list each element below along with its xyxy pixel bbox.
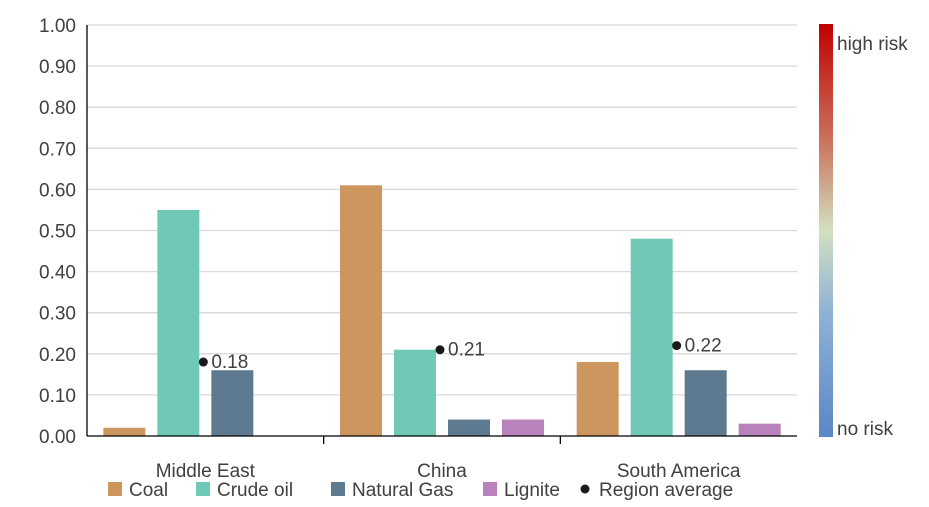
x-category-label: South America (617, 461, 741, 482)
region-average-label: 0.22 (685, 336, 722, 357)
high-risk-label: high risk (837, 34, 908, 55)
y-tick-label: 0.50 (39, 222, 76, 243)
y-tick-label: 0.60 (39, 180, 76, 201)
region-averages: 0.18 0.21 0.22 (198, 336, 722, 373)
region-average-label: 0.18 (211, 352, 248, 373)
x-category-label: Middle East (156, 461, 256, 482)
legend: Coal Crude oil Natural Gas Lignite Region av… (108, 480, 733, 501)
axes: 0.00 0.10 0.20 0.30 0.40 0.50 0.60 0.70 0.80 0.90… (39, 16, 797, 482)
bar-crude-oil-china (394, 349, 436, 436)
y-tick-label: 0.40 (39, 263, 76, 284)
legend-label: Natural Gas (352, 480, 453, 501)
gridlines (87, 24, 797, 396)
bar-coal-middle-east (103, 427, 146, 436)
y-tick-label: 0.90 (39, 57, 76, 78)
risk-color-scale: high risk no risk (819, 24, 908, 440)
bar-coal-south-america (576, 362, 619, 436)
legend-swatch (580, 484, 590, 494)
region-average-dot (672, 341, 682, 351)
bar-crude-oil-middle-east (157, 209, 200, 436)
legend-swatch (196, 482, 210, 496)
region-average-label: 0.21 (448, 340, 485, 361)
x-category-label: China (417, 461, 467, 482)
legend-swatch (331, 482, 345, 496)
bar-natural-gas-south-america (684, 370, 727, 436)
y-tick-label: 0.70 (39, 139, 76, 160)
bar-natural-gas-china (448, 419, 490, 436)
bar-lignite-china (502, 419, 544, 436)
bars (103, 185, 781, 436)
y-tick-label: 0.10 (39, 386, 76, 407)
no-risk-label: no risk (837, 419, 893, 440)
y-tick-label: 0.80 (39, 98, 76, 119)
bar-lignite-south-america (738, 423, 781, 436)
legend-swatch (108, 482, 122, 496)
y-tick-label: 0.30 (39, 304, 76, 325)
bar-natural-gas-middle-east (211, 370, 254, 436)
risk-gradient-bar (819, 24, 833, 437)
legend-label: Coal (129, 480, 168, 501)
region-average-dot (435, 345, 445, 355)
y-tick-label: 0.20 (39, 345, 76, 366)
region-average-dot (198, 357, 208, 367)
bar-coal-china (340, 185, 382, 436)
y-tick-label: 0.00 (39, 427, 76, 448)
bar-crude-oil-south-america (630, 238, 673, 436)
y-tick-label: 1.00 (39, 16, 76, 37)
legend-swatch (483, 482, 497, 496)
legend-label: Region average (599, 480, 733, 501)
legend-label: Crude oil (217, 480, 293, 501)
legend-label: Lignite (504, 480, 560, 501)
